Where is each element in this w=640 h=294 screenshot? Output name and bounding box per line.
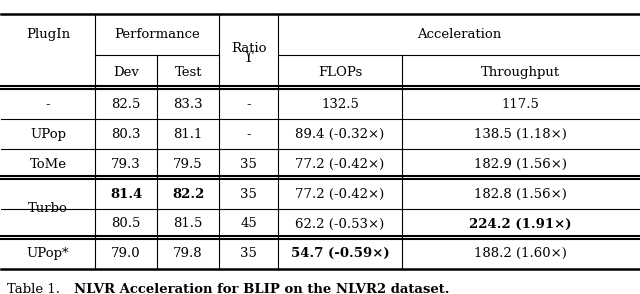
Text: ToMe: ToMe [29, 158, 67, 171]
Text: 80.3: 80.3 [111, 128, 141, 141]
Text: 79.5: 79.5 [173, 158, 203, 171]
Text: 182.8 (1.56×): 182.8 (1.56×) [474, 188, 567, 201]
Text: 54.7 (-0.59×): 54.7 (-0.59×) [291, 248, 389, 260]
Text: Throughput: Throughput [481, 66, 560, 79]
Text: ϒ: ϒ [244, 51, 254, 65]
Text: 82.5: 82.5 [111, 98, 141, 111]
Text: 83.3: 83.3 [173, 98, 203, 111]
Text: 80.5: 80.5 [111, 218, 141, 230]
Text: Table 1.: Table 1. [7, 283, 74, 294]
Text: 81.4: 81.4 [110, 188, 142, 201]
Text: 138.5 (1.18×): 138.5 (1.18×) [474, 128, 567, 141]
Text: Acceleration: Acceleration [417, 28, 501, 41]
Text: NLVR Acceleration for BLIP on the NLVR2 dataset.: NLVR Acceleration for BLIP on the NLVR2 … [74, 283, 450, 294]
Text: 188.2 (1.60×): 188.2 (1.60×) [474, 248, 567, 260]
Text: 77.2 (-0.42×): 77.2 (-0.42×) [296, 158, 385, 171]
Text: 35: 35 [241, 188, 257, 201]
Text: Ratio: Ratio [231, 42, 266, 55]
Text: FLOPs: FLOPs [318, 66, 362, 79]
Text: 79.0: 79.0 [111, 248, 141, 260]
Text: Turbo: Turbo [28, 203, 68, 216]
Text: 81.1: 81.1 [173, 128, 203, 141]
Text: Test: Test [174, 66, 202, 79]
Text: 35: 35 [241, 248, 257, 260]
Text: Performance: Performance [115, 28, 200, 41]
Text: Dev: Dev [113, 66, 139, 79]
Text: 82.2: 82.2 [172, 188, 204, 201]
Text: 81.5: 81.5 [173, 218, 203, 230]
Text: UPop: UPop [30, 128, 66, 141]
Text: 132.5: 132.5 [321, 98, 359, 111]
Text: 35: 35 [241, 158, 257, 171]
Text: 79.8: 79.8 [173, 248, 203, 260]
Text: -: - [45, 98, 51, 111]
Text: 45: 45 [241, 218, 257, 230]
Text: 89.4 (-0.32×): 89.4 (-0.32×) [296, 128, 385, 141]
Text: PlugIn: PlugIn [26, 28, 70, 41]
Text: 79.3: 79.3 [111, 158, 141, 171]
Text: 182.9 (1.56×): 182.9 (1.56×) [474, 158, 567, 171]
Text: 224.2 (1.91×): 224.2 (1.91×) [469, 218, 572, 230]
Text: UPop*: UPop* [27, 248, 69, 260]
Text: 77.2 (-0.42×): 77.2 (-0.42×) [296, 188, 385, 201]
Text: -: - [246, 128, 251, 141]
Text: 117.5: 117.5 [502, 98, 540, 111]
Text: 62.2 (-0.53×): 62.2 (-0.53×) [296, 218, 385, 230]
Text: -: - [246, 98, 251, 111]
